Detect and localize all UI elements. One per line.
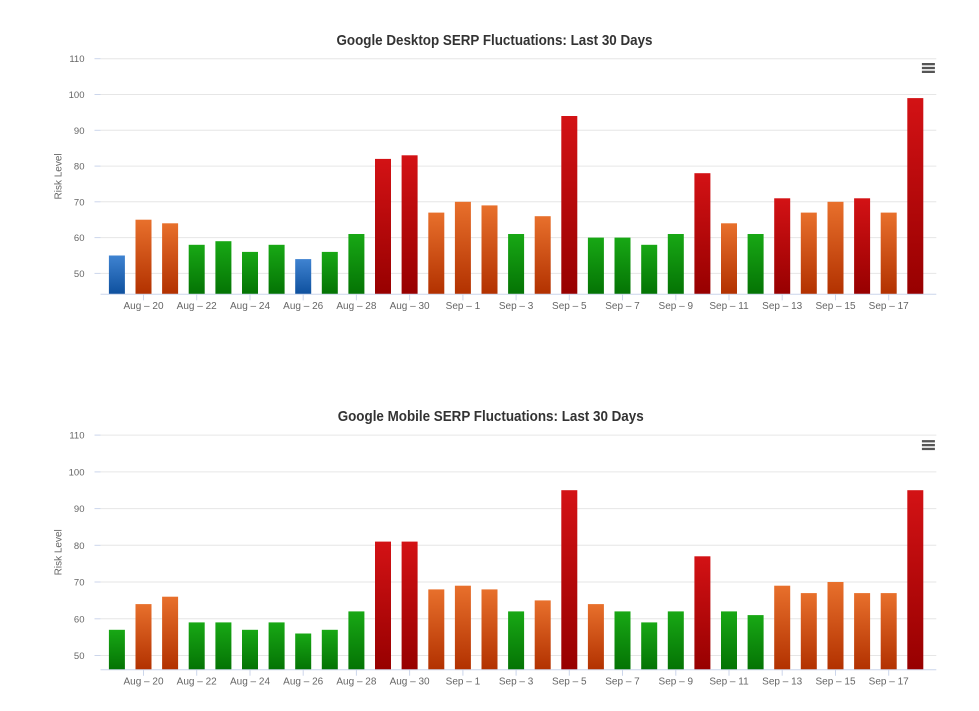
svg-text:Google Desktop SERP Fluctuatio: Google Desktop SERP Fluctuations: Last 3… [337,32,653,49]
svg-text:90: 90 [74,504,85,515]
svg-text:80: 80 [74,162,85,173]
svg-text:Sep – 17: Sep – 17 [869,301,909,312]
svg-text:100: 100 [69,90,85,101]
svg-text:Sep – 11: Sep – 11 [709,301,749,312]
svg-text:Sep – 9: Sep – 9 [659,301,694,312]
svg-text:Aug – 24: Aug – 24 [230,301,270,312]
svg-text:Sep – 11: Sep – 11 [709,677,749,688]
svg-text:Sep – 5: Sep – 5 [552,301,587,312]
svg-text:50: 50 [74,651,85,662]
svg-text:Aug – 30: Aug – 30 [390,677,430,688]
svg-text:80: 80 [74,541,85,552]
svg-text:Aug – 22: Aug – 22 [177,301,217,312]
svg-text:60: 60 [74,614,85,625]
svg-text:60: 60 [74,233,85,244]
svg-text:Sep – 3: Sep – 3 [499,301,534,312]
svg-text:Sep – 1: Sep – 1 [446,301,481,312]
svg-text:Aug – 26: Aug – 26 [283,677,323,688]
svg-text:90: 90 [74,126,85,137]
svg-text:110: 110 [69,54,84,65]
svg-text:Sep – 15: Sep – 15 [815,677,855,688]
svg-text:Aug – 28: Aug – 28 [336,677,376,688]
svg-text:Sep – 3: Sep – 3 [499,677,534,688]
svg-text:110: 110 [69,431,84,442]
svg-text:Aug – 20: Aug – 20 [123,677,163,688]
svg-text:Aug – 20: Aug – 20 [123,301,163,312]
svg-text:100: 100 [69,467,85,478]
svg-text:Risk Level: Risk Level [54,153,65,199]
svg-text:50: 50 [74,269,85,280]
svg-text:Sep – 1: Sep – 1 [446,677,481,688]
svg-text:Sep – 17: Sep – 17 [869,677,909,688]
svg-text:Aug – 22: Aug – 22 [177,677,217,688]
svg-text:Sep – 9: Sep – 9 [659,677,694,688]
svg-text:Sep – 15: Sep – 15 [815,301,855,312]
svg-text:Risk Level: Risk Level [54,529,65,575]
svg-text:Sep – 7: Sep – 7 [605,677,640,688]
svg-text:Sep – 7: Sep – 7 [605,301,640,312]
svg-text:Sep – 5: Sep – 5 [552,677,587,688]
svg-text:Aug – 30: Aug – 30 [390,301,430,312]
svg-text:70: 70 [74,197,85,208]
svg-text:Aug – 28: Aug – 28 [336,301,376,312]
svg-text:Aug – 24: Aug – 24 [230,677,270,688]
svg-text:Google Mobile SERP Fluctuation: Google Mobile SERP Fluctuations: Last 30… [338,408,644,425]
svg-text:Sep – 13: Sep – 13 [762,301,802,312]
svg-text:70: 70 [74,578,85,589]
svg-text:Sep – 13: Sep – 13 [762,677,802,688]
svg-text:Aug – 26: Aug – 26 [283,301,323,312]
